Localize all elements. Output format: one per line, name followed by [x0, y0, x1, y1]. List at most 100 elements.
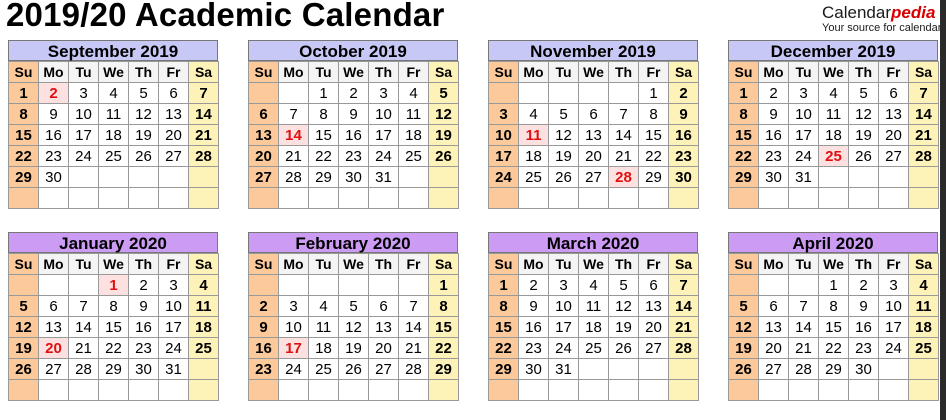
day-cell[interactable]: 13 — [578, 124, 609, 146]
day-cell[interactable]: 30 — [128, 358, 159, 380]
day-cell[interactable]: 25 — [398, 145, 429, 167]
day-cell[interactable]: 16 — [38, 124, 69, 146]
day-cell[interactable]: 27 — [368, 358, 399, 380]
day-cell[interactable]: 5 — [608, 274, 639, 296]
day-cell[interactable]: 29 — [8, 166, 39, 188]
day-cell[interactable]: 23 — [38, 145, 69, 167]
day-cell[interactable]: 11 — [308, 316, 339, 338]
day-cell[interactable]: 11 — [98, 103, 129, 125]
day-cell[interactable]: 30 — [668, 166, 699, 188]
day-cell[interactable]: 21 — [68, 337, 99, 359]
holiday-day-cell[interactable]: 25 — [818, 145, 849, 167]
day-cell[interactable]: 24 — [548, 337, 579, 359]
day-cell[interactable]: 4 — [398, 82, 429, 104]
day-cell[interactable]: 12 — [728, 316, 759, 338]
day-cell[interactable]: 12 — [608, 295, 639, 317]
day-cell[interactable]: 15 — [98, 316, 129, 338]
day-cell[interactable]: 14 — [668, 295, 699, 317]
day-cell[interactable]: 28 — [668, 337, 699, 359]
day-cell[interactable]: 31 — [788, 166, 819, 188]
day-cell[interactable]: 29 — [488, 358, 519, 380]
day-cell[interactable]: 22 — [488, 337, 519, 359]
day-cell[interactable]: 11 — [818, 103, 849, 125]
day-cell[interactable]: 4 — [818, 82, 849, 104]
day-cell[interactable]: 14 — [788, 316, 819, 338]
day-cell[interactable]: 22 — [428, 337, 459, 359]
day-cell[interactable]: 18 — [398, 124, 429, 146]
day-cell[interactable]: 6 — [878, 82, 909, 104]
day-cell[interactable]: 6 — [38, 295, 69, 317]
day-cell[interactable]: 12 — [848, 103, 879, 125]
day-cell[interactable]: 2 — [758, 82, 789, 104]
day-cell[interactable]: 9 — [848, 295, 879, 317]
day-cell[interactable]: 23 — [338, 145, 369, 167]
day-cell[interactable]: 22 — [818, 337, 849, 359]
day-cell[interactable]: 2 — [668, 82, 699, 104]
day-cell[interactable]: 22 — [98, 337, 129, 359]
day-cell[interactable]: 7 — [908, 82, 939, 104]
day-cell[interactable]: 16 — [848, 316, 879, 338]
day-cell[interactable]: 16 — [248, 337, 279, 359]
day-cell[interactable]: 21 — [398, 337, 429, 359]
day-cell[interactable]: 23 — [848, 337, 879, 359]
day-cell[interactable]: 15 — [818, 316, 849, 338]
day-cell[interactable]: 4 — [308, 295, 339, 317]
day-cell[interactable]: 8 — [728, 103, 759, 125]
day-cell[interactable]: 22 — [638, 145, 669, 167]
day-cell[interactable]: 30 — [848, 358, 879, 380]
day-cell[interactable]: 26 — [338, 358, 369, 380]
day-cell[interactable]: 19 — [428, 124, 459, 146]
day-cell[interactable]: 31 — [158, 358, 189, 380]
day-cell[interactable]: 25 — [98, 145, 129, 167]
day-cell[interactable]: 14 — [68, 316, 99, 338]
day-cell[interactable]: 15 — [728, 124, 759, 146]
day-cell[interactable]: 8 — [98, 295, 129, 317]
day-cell[interactable]: 7 — [188, 82, 219, 104]
day-cell[interactable]: 21 — [908, 124, 939, 146]
day-cell[interactable]: 7 — [668, 274, 699, 296]
day-cell[interactable]: 25 — [308, 358, 339, 380]
day-cell[interactable]: 14 — [188, 103, 219, 125]
day-cell[interactable]: 29 — [638, 166, 669, 188]
day-cell[interactable]: 19 — [728, 337, 759, 359]
day-cell[interactable]: 16 — [668, 124, 699, 146]
day-cell[interactable]: 27 — [38, 358, 69, 380]
day-cell[interactable]: 11 — [188, 295, 219, 317]
day-cell[interactable]: 6 — [368, 295, 399, 317]
day-cell[interactable]: 18 — [518, 145, 549, 167]
day-cell[interactable]: 18 — [188, 316, 219, 338]
day-cell[interactable]: 5 — [338, 295, 369, 317]
day-cell[interactable]: 11 — [908, 295, 939, 317]
day-cell[interactable]: 14 — [608, 124, 639, 146]
day-cell[interactable]: 3 — [368, 82, 399, 104]
day-cell[interactable]: 31 — [548, 358, 579, 380]
day-cell[interactable]: 28 — [188, 145, 219, 167]
day-cell[interactable]: 10 — [878, 295, 909, 317]
day-cell[interactable]: 8 — [638, 103, 669, 125]
day-cell[interactable]: 20 — [758, 337, 789, 359]
day-cell[interactable]: 1 — [638, 82, 669, 104]
day-cell[interactable]: 26 — [128, 145, 159, 167]
day-cell[interactable]: 26 — [548, 166, 579, 188]
day-cell[interactable]: 18 — [98, 124, 129, 146]
day-cell[interactable]: 18 — [908, 316, 939, 338]
day-cell[interactable]: 20 — [878, 124, 909, 146]
day-cell[interactable]: 6 — [578, 103, 609, 125]
day-cell[interactable]: 12 — [548, 124, 579, 146]
day-cell[interactable]: 13 — [368, 316, 399, 338]
day-cell[interactable]: 4 — [98, 82, 129, 104]
day-cell[interactable]: 24 — [788, 145, 819, 167]
day-cell[interactable]: 2 — [848, 274, 879, 296]
day-cell[interactable]: 13 — [248, 124, 279, 146]
day-cell[interactable]: 21 — [188, 124, 219, 146]
day-cell[interactable]: 24 — [278, 358, 309, 380]
day-cell[interactable]: 30 — [758, 166, 789, 188]
day-cell[interactable]: 25 — [578, 337, 609, 359]
day-cell[interactable]: 2 — [128, 274, 159, 296]
day-cell[interactable]: 4 — [578, 274, 609, 296]
day-cell[interactable]: 9 — [248, 316, 279, 338]
day-cell[interactable]: 5 — [8, 295, 39, 317]
day-cell[interactable]: 23 — [758, 145, 789, 167]
day-cell[interactable]: 20 — [578, 145, 609, 167]
day-cell[interactable]: 17 — [878, 316, 909, 338]
